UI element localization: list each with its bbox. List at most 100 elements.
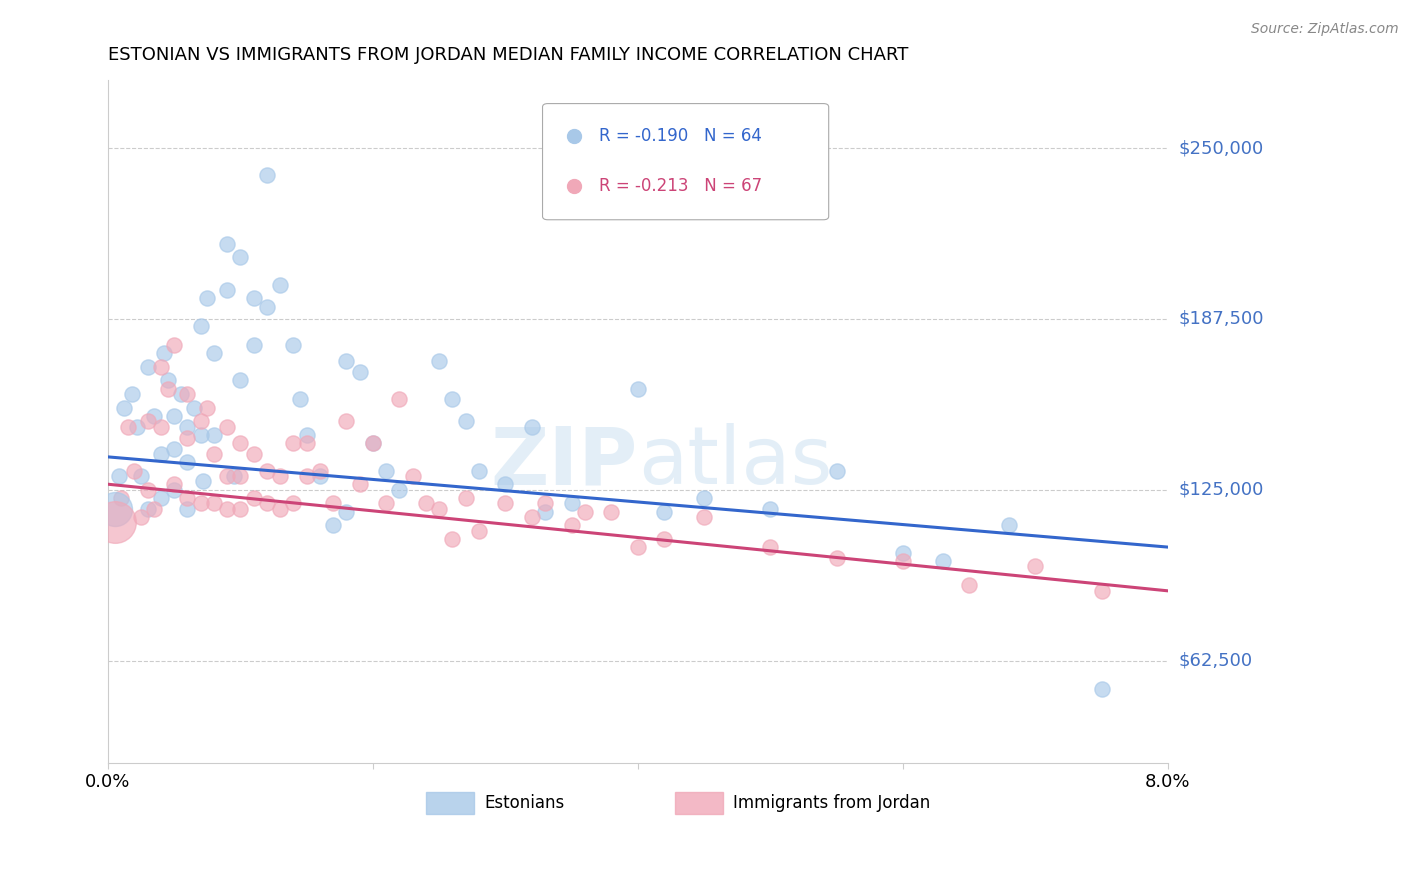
Point xyxy=(288,392,311,407)
Point xyxy=(127,420,149,434)
Text: Estonians: Estonians xyxy=(484,795,564,813)
Point xyxy=(654,532,676,546)
Point xyxy=(295,428,318,442)
Point xyxy=(494,496,516,510)
Point xyxy=(361,436,384,450)
Point xyxy=(269,277,291,292)
Point xyxy=(136,359,159,374)
Point xyxy=(654,505,676,519)
Point xyxy=(156,382,179,396)
Point xyxy=(468,464,491,478)
Text: $62,500: $62,500 xyxy=(1180,651,1253,670)
Point xyxy=(309,469,332,483)
Point xyxy=(229,251,252,265)
Point xyxy=(193,475,215,489)
Point xyxy=(104,501,127,516)
Point xyxy=(176,491,198,505)
Point xyxy=(170,387,193,401)
Point xyxy=(163,442,186,456)
Point xyxy=(229,436,252,450)
Point xyxy=(217,236,239,251)
Point xyxy=(349,365,371,379)
Point xyxy=(121,387,143,401)
Point xyxy=(217,469,239,483)
Point xyxy=(242,291,264,305)
Text: $187,500: $187,500 xyxy=(1180,310,1264,328)
Point xyxy=(217,420,239,434)
Point xyxy=(388,483,411,497)
FancyBboxPatch shape xyxy=(543,103,828,219)
Point xyxy=(136,483,159,497)
Point xyxy=(256,496,278,510)
Point xyxy=(361,436,384,450)
Point xyxy=(222,469,245,483)
Point xyxy=(229,501,252,516)
Point xyxy=(143,409,166,423)
Point xyxy=(202,346,225,360)
Point xyxy=(156,373,179,387)
Point xyxy=(256,464,278,478)
Point xyxy=(441,392,464,407)
Point xyxy=(149,359,172,374)
Point xyxy=(454,414,477,428)
Point xyxy=(283,496,305,510)
Point xyxy=(217,501,239,516)
Point xyxy=(520,510,543,524)
Point xyxy=(600,505,623,519)
Point xyxy=(136,414,159,428)
Point xyxy=(957,578,980,592)
Text: R = -0.213   N = 67: R = -0.213 N = 67 xyxy=(599,177,762,194)
Point xyxy=(229,469,252,483)
Point xyxy=(129,469,152,483)
Point xyxy=(190,428,212,442)
Point xyxy=(693,491,716,505)
Point xyxy=(195,291,218,305)
Point xyxy=(561,518,583,533)
Point xyxy=(693,510,716,524)
Bar xyxy=(426,792,474,814)
Point xyxy=(335,505,357,519)
Point xyxy=(349,477,371,491)
Point xyxy=(112,401,135,415)
Point xyxy=(283,338,305,352)
Point xyxy=(124,464,146,478)
Point xyxy=(998,518,1021,533)
Point xyxy=(242,447,264,461)
Point xyxy=(183,401,205,415)
Point xyxy=(176,455,198,469)
Point xyxy=(441,532,464,546)
Point xyxy=(322,496,344,510)
Point xyxy=(107,469,129,483)
Point xyxy=(256,300,278,314)
Point xyxy=(202,447,225,461)
Point xyxy=(129,510,152,524)
Text: Source: ZipAtlas.com: Source: ZipAtlas.com xyxy=(1251,22,1399,37)
Point xyxy=(891,545,914,559)
Point xyxy=(242,491,264,505)
Point xyxy=(931,554,953,568)
Point xyxy=(229,373,252,387)
Point xyxy=(110,491,132,505)
Point xyxy=(176,420,198,434)
Point xyxy=(415,496,437,510)
Point xyxy=(190,414,212,428)
Point xyxy=(891,554,914,568)
Point xyxy=(388,392,411,407)
Point xyxy=(427,354,450,368)
Point xyxy=(163,483,186,497)
Point xyxy=(335,354,357,368)
Point xyxy=(143,501,166,516)
Point xyxy=(242,338,264,352)
Text: Immigrants from Jordan: Immigrants from Jordan xyxy=(734,795,931,813)
Point xyxy=(163,477,186,491)
Point xyxy=(627,382,650,396)
Point xyxy=(163,409,186,423)
Point xyxy=(176,431,198,445)
Point xyxy=(402,469,425,483)
Point xyxy=(190,318,212,333)
Point xyxy=(195,401,218,415)
Point xyxy=(534,505,557,519)
Point xyxy=(335,414,357,428)
Point xyxy=(759,501,782,516)
Point xyxy=(136,501,159,516)
